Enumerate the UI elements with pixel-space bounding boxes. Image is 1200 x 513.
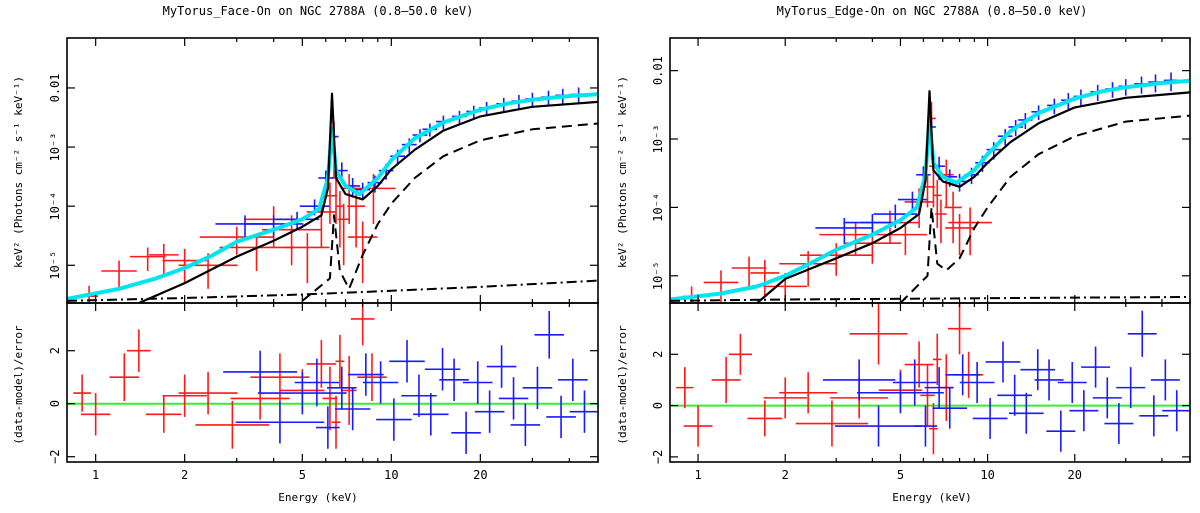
- top-panel-frame: [66, 37, 599, 304]
- y-tick-label-bottom: 2: [651, 351, 665, 358]
- y-tick-label-top: 0.01: [48, 73, 62, 102]
- y-tick-label-top: 10⁻⁵: [48, 251, 62, 280]
- y-tick-label-top: 10⁻⁴: [48, 192, 62, 221]
- x-tick-label: 2: [782, 468, 789, 482]
- x-tick-label: 5: [299, 468, 306, 482]
- y-tick-label-top: 10⁻³: [651, 125, 665, 154]
- x-tick-label: 2: [181, 468, 188, 482]
- top-panel-frame: [669, 37, 1191, 304]
- model-line: [670, 296, 1190, 302]
- y-tick-label-top: 10⁻³: [48, 133, 62, 162]
- top-panel-marks: [670, 72, 1190, 303]
- y-tick-label-bottom: −2: [651, 450, 665, 464]
- y-label-bottom-face-on: (data-model)/error: [12, 325, 25, 445]
- bottom-panel-frame: [669, 302, 1191, 463]
- x-tick-label: 5: [897, 468, 904, 482]
- x-tick-label: 20: [1068, 468, 1082, 482]
- y-label-bottom-edge-on: (data-model)/error: [616, 325, 629, 445]
- x-tick-label: 20: [473, 468, 487, 482]
- x-tick-label: 10: [384, 468, 398, 482]
- top-panel-marks: [67, 87, 598, 303]
- y-tick-label-bottom: 2: [48, 347, 62, 354]
- model-line: [899, 114, 1190, 303]
- title-edge-on: MyTorus_Edge-On on NGC 2788A (0.8–50.0 k…: [777, 4, 1088, 18]
- y-tick-label-bottom: −2: [48, 449, 62, 463]
- x-tick-label: 1: [694, 468, 701, 482]
- model-line: [756, 90, 1190, 303]
- model-line: [67, 279, 598, 302]
- x-tick-label: 1: [92, 468, 99, 482]
- bottom-panel-marks: [67, 303, 598, 455]
- x-label-edge-on: Energy (keV): [892, 491, 971, 504]
- plot-edge-on: MyTorus_Edge-On on NGC 2788A (0.8–50.0 k…: [616, 4, 1191, 504]
- y-tick-label-top: 10⁻⁵: [651, 261, 665, 290]
- y-tick-label-bottom: 0: [48, 400, 62, 407]
- x-tick-label: 10: [980, 468, 994, 482]
- model-line: [138, 92, 598, 303]
- y-tick-label-bottom: 0: [651, 402, 665, 409]
- bottom-panel-marks: [670, 303, 1190, 455]
- plot-face-on: MyTorus_Face-On on NGC 2788A (0.8–50.0 k…: [12, 4, 599, 504]
- y-label-top-edge-on: keV² (Photons cm⁻² s⁻¹ keV⁻¹): [616, 76, 629, 268]
- y-tick-label-top: 10⁻⁴: [651, 193, 665, 222]
- bottom-panel-frame: [66, 302, 599, 463]
- y-tick-label-top: 0.01: [651, 56, 665, 85]
- title-face-on: MyTorus_Face-On on NGC 2788A (0.8–50.0 k…: [163, 4, 474, 18]
- model-line: [301, 122, 598, 302]
- y-label-top-face-on: keV² (Photons cm⁻² s⁻¹ keV⁻¹): [12, 76, 25, 268]
- x-label-face-on: Energy (keV): [278, 491, 357, 504]
